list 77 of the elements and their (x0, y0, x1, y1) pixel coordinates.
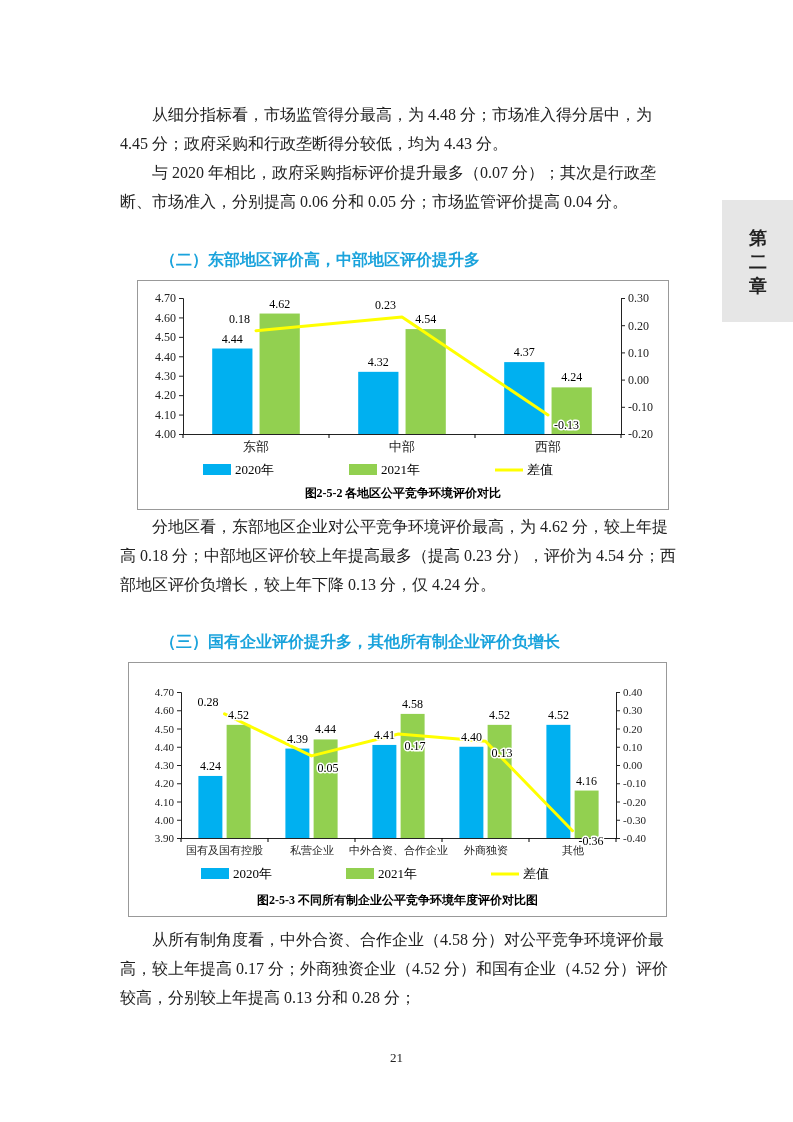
legend-label: 2021年 (378, 866, 417, 881)
y-tick-label: 4.00 (155, 427, 176, 442)
y2-tick-label: 0.00 (628, 372, 649, 387)
y-tick-label: 4.20 (154, 777, 175, 790)
y2-tick-label: 0.40 (623, 686, 643, 699)
y2-tick-label: 0.00 (623, 759, 643, 772)
legend-label: 差值 (523, 866, 549, 881)
y-tick-label: 4.40 (155, 349, 176, 364)
data-label: 4.52 (489, 707, 511, 722)
data-label: 0.23 (375, 298, 396, 313)
y2-tick-label: -0.10 (623, 777, 647, 790)
legend-label: 2021年 (381, 462, 420, 477)
y-tick-label: 4.60 (155, 310, 176, 325)
data-label: 4.52 (228, 707, 250, 722)
y2-tick-label: -0.20 (623, 795, 647, 808)
data-label: 4.44 (221, 331, 243, 346)
y2-tick-label: -0.30 (623, 813, 647, 826)
data-label: 4.52 (547, 707, 569, 722)
text: 从所有制角度看，中外合资、合作企业（4.58 分）对公平竞争环境评价最高，较上年提高 0.17 分；外商独资企业（4.52 分）和国有企业（4.52 分）评价较高，分别较上年提高 0.13 分和 0.28 分； (120, 930, 669, 1008)
data-label: 4.54 (415, 312, 437, 327)
data-label: 4.37 (513, 345, 535, 360)
x-tick-label: 外商独资 (463, 843, 508, 856)
x-tick-label: 国有及国有控股 (186, 843, 263, 856)
data-label: 4.62 (269, 296, 291, 311)
y2-tick-label: 0.10 (623, 740, 643, 753)
text: 21 (389, 1050, 404, 1066)
x-tick-label: 西部 (535, 439, 561, 455)
chart-title: （二）东部地区评价高，中部地区评价提升多 (160, 250, 480, 271)
x-tick-label: 中部 (389, 439, 415, 455)
data-label: 4.32 (367, 354, 389, 369)
y2-tick-label: -0.20 (628, 427, 653, 442)
data-label: 0.18 (229, 311, 250, 326)
y-tick-label: 4.60 (154, 704, 175, 717)
data-label: 4.24 (561, 370, 583, 385)
legend-label: 2020年 (233, 866, 272, 881)
data-label: 4.44 (315, 722, 337, 737)
text: 与 2020 年相比，政府采购指标评价提升最多（0.07 分）；其次是行政垄断、市场准入，分别提高 0.06 分和 0.05 分；市场监管评价提高 0.04 分。 (120, 163, 657, 212)
data-label: 0.17 (404, 738, 426, 753)
data-label: 0.28 (197, 694, 219, 709)
y-tick-label: 4.10 (155, 407, 176, 422)
data-label: 0.05 (317, 760, 339, 775)
y2-tick-label: -0.10 (628, 400, 653, 415)
y-tick-label: 4.10 (154, 795, 175, 808)
y-tick-label: 4.30 (155, 369, 176, 384)
y2-tick-label: 0.20 (628, 318, 649, 333)
y-tick-label: 4.00 (154, 813, 175, 826)
data-label: 4.24 (199, 758, 221, 773)
x-tick-label: 私营企业 (289, 843, 334, 856)
y2-tick-label: 0.30 (628, 291, 649, 306)
text: 图2-5-2 各地区公平竞争环境评价对比 (304, 486, 502, 500)
y2-tick-label: -0.40 (623, 832, 647, 845)
x-tick-label: 中外合资、合作企业 (349, 843, 448, 856)
chart-title: （三）国有企业评价提升多，其他所有制企业评价负增长 (160, 632, 560, 653)
line-series (223, 712, 574, 833)
y2-tick-label: 0.30 (623, 704, 643, 717)
y-tick-label: 4.70 (154, 686, 175, 699)
legend-label: 2020年 (235, 462, 274, 477)
y-tick-label: 3.90 (154, 832, 175, 845)
data-label: 4.16 (576, 773, 598, 788)
text: 从细分指标看，市场监管得分最高，为 4.48 分；市场准入得分居中，为 4.45 分；政府采购和行政垄断得分较低，均为 4.43 分。 (120, 105, 653, 154)
y-tick-label: 4.20 (155, 388, 176, 403)
y-tick-label: 4.30 (154, 759, 175, 772)
text: 第二章 (747, 226, 768, 298)
x-tick-label: 东部 (243, 439, 269, 455)
data-label: 4.39 (286, 731, 308, 746)
text: 分地区看，东部地区企业对公平竞争环境评价最高，为 4.62 分，较上年提高 0.18 分；中部地区评价较上年提高最多（提高 0.23 分），评价为 4.54 分；西部地区评价负增长，较上年下降 0.13 分，仅 4.24 分。 (120, 517, 677, 595)
y-tick-label: 4.50 (154, 722, 175, 735)
legend-label: 差值 (527, 462, 553, 477)
data-label: -0.13 (554, 417, 579, 432)
y-tick-label: 4.50 (155, 330, 176, 345)
data-label: 4.58 (402, 696, 424, 711)
text: 图2-5-3 不同所有制企业公平竞争环境年度评价对比图 (257, 893, 538, 907)
data-label: 0.13 (491, 746, 513, 761)
y-tick-label: 4.40 (154, 740, 175, 753)
y2-tick-label: 0.10 (628, 345, 649, 360)
y-tick-label: 4.70 (155, 291, 176, 306)
y2-tick-label: 0.20 (623, 722, 643, 735)
